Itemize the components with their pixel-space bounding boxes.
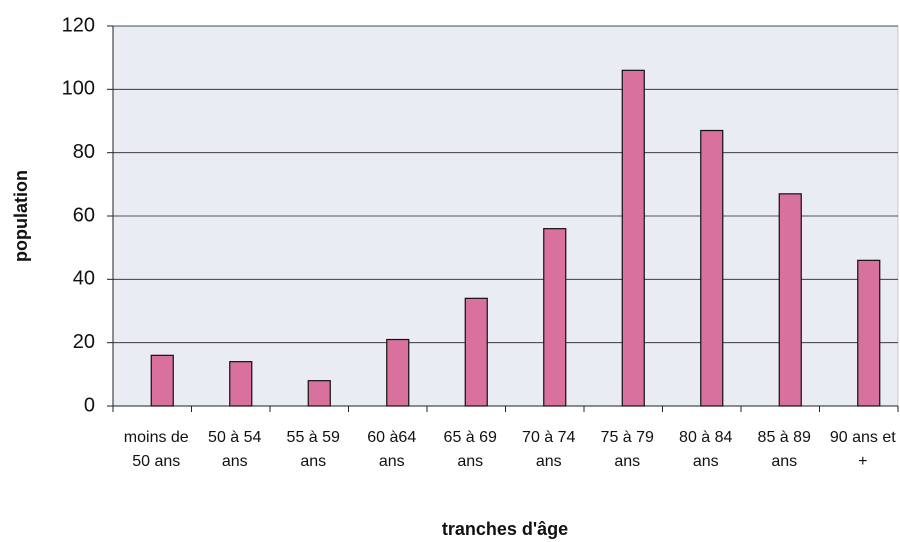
y-tick-label: 100: [62, 78, 95, 100]
y-tick-label: 0: [84, 394, 95, 416]
bar: [700, 129, 724, 407]
y-tick-label: 60: [73, 204, 95, 226]
y-tick-label: 20: [73, 331, 95, 353]
bar: [778, 193, 802, 407]
x-axis-title: tranches d'âge: [442, 519, 568, 539]
bar: [150, 354, 174, 407]
bar: [386, 338, 410, 407]
x-tick-label: 60 à64 ans: [367, 429, 417, 470]
y-axis-title: population: [11, 170, 31, 262]
bar: [857, 259, 881, 407]
x-tick-label: 65 à 69 ans: [443, 429, 497, 470]
x-tick-label: 80 à 84 ans: [679, 429, 733, 470]
x-tick-label: 85 à 89 ans: [757, 429, 811, 470]
y-tick-label: 120: [62, 14, 95, 36]
x-tick-label: 90 ans et +: [829, 429, 896, 470]
x-tick-label: 55 à 59 ans: [286, 429, 340, 470]
x-tick-label: 75 à 79 ans: [600, 429, 654, 470]
bar: [621, 69, 645, 407]
bar: [543, 228, 567, 407]
y-tick-label: 40: [73, 268, 95, 290]
bar: [229, 361, 253, 407]
y-tick-label: 80: [73, 141, 95, 163]
x-tick-label: 50 à 54 ans: [208, 429, 262, 470]
x-tick-label: moins de 50 ans: [123, 429, 189, 470]
bar: [464, 297, 488, 407]
bar: [307, 380, 331, 407]
x-tick-label: 70 à 74 ans: [522, 429, 576, 470]
